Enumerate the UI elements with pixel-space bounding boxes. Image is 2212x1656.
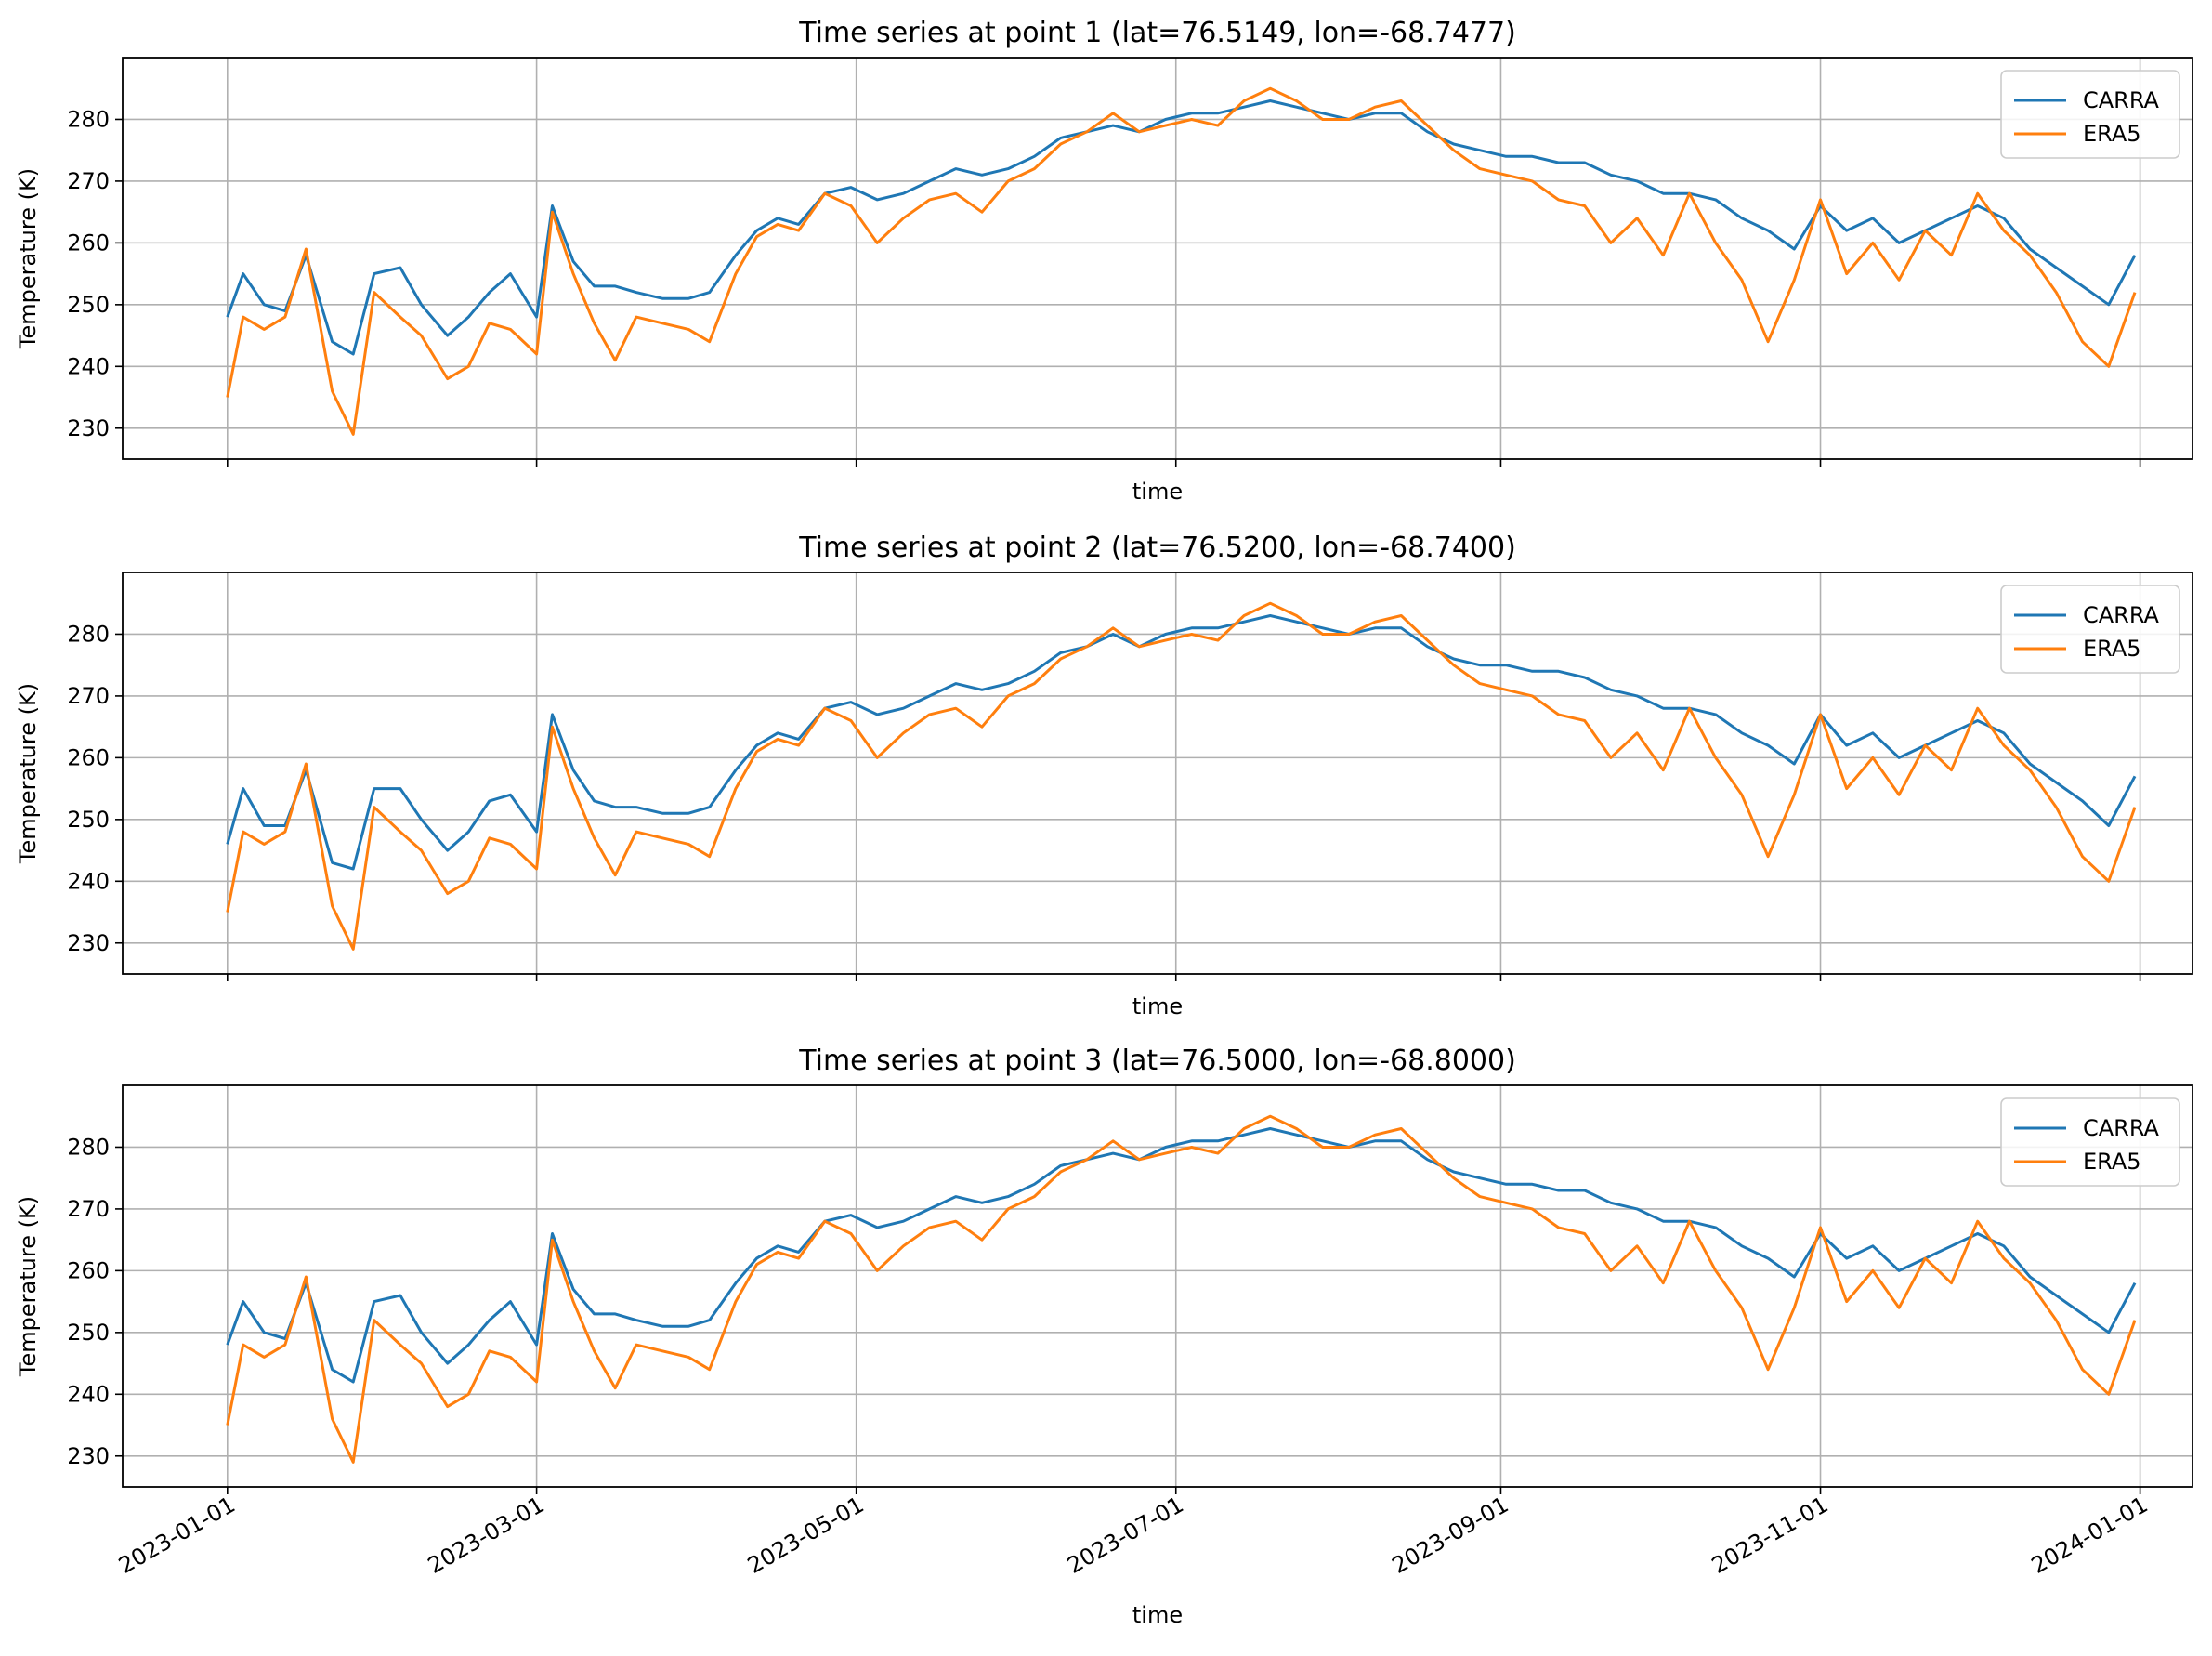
legend-box xyxy=(2000,585,2180,674)
y-tick-label: 230 xyxy=(67,930,110,956)
series-line-carra xyxy=(226,99,2137,356)
series-line-era5 xyxy=(226,601,2137,951)
legend-label-era5: ERA5 xyxy=(2083,121,2141,147)
legend-label-carra: CARRA xyxy=(2083,1115,2160,1141)
legend-box xyxy=(2000,1097,2180,1187)
y-tick-label: 240 xyxy=(67,868,110,894)
y-tick-label: 230 xyxy=(67,415,110,441)
axes-frame xyxy=(122,57,2193,460)
panel-point-2: Time series at point 2 (lat=76.5200, lon… xyxy=(15,532,2193,1019)
y-axis-label: Temperature (K) xyxy=(15,683,41,864)
y-tick-label: 230 xyxy=(67,1443,110,1469)
y-tick-label: 260 xyxy=(67,1257,110,1283)
y-tick-label: 280 xyxy=(67,1134,110,1160)
y-tick-label: 260 xyxy=(67,230,110,256)
panel-title: Time series at point 3 (lat=76.5000, lon… xyxy=(798,1045,1516,1077)
y-tick-label: 280 xyxy=(67,621,110,647)
series-line-carra xyxy=(226,614,2137,871)
x-axis-label: time xyxy=(1132,1602,1183,1628)
y-axis-label: Temperature (K) xyxy=(15,168,41,349)
y-tick-label: 270 xyxy=(67,168,110,194)
y-tick-label: 280 xyxy=(67,106,110,132)
series-line-era5 xyxy=(226,1114,2137,1464)
axes-frame xyxy=(122,1084,2193,1488)
y-axis-label: Temperature (K) xyxy=(15,1196,41,1377)
y-tick-label: 270 xyxy=(67,1196,110,1222)
series-line-era5 xyxy=(226,86,2137,436)
legend-label-carra: CARRA xyxy=(2083,602,2160,628)
panel-title: Time series at point 1 (lat=76.5149, lon… xyxy=(798,17,1516,49)
series-line-carra xyxy=(226,1127,2137,1384)
x-axis-label: time xyxy=(1132,479,1183,505)
legend-label-carra: CARRA xyxy=(2083,87,2160,113)
axes-frame xyxy=(122,572,2193,975)
y-tick-label: 250 xyxy=(67,292,110,318)
legend-label-era5: ERA5 xyxy=(2083,1149,2141,1175)
y-tick-label: 270 xyxy=(67,683,110,709)
panel-point-1: Time series at point 1 (lat=76.5149, lon… xyxy=(15,17,2193,505)
legend-box xyxy=(2000,70,2180,159)
panel-title: Time series at point 2 (lat=76.5200, lon… xyxy=(798,532,1516,564)
legend-label-era5: ERA5 xyxy=(2083,636,2141,662)
y-tick-label: 240 xyxy=(67,353,110,379)
x-axis-label: time xyxy=(1132,993,1183,1019)
y-tick-label: 250 xyxy=(67,1320,110,1346)
y-tick-label: 250 xyxy=(67,807,110,833)
y-tick-label: 260 xyxy=(67,744,110,770)
y-tick-label: 240 xyxy=(67,1381,110,1407)
